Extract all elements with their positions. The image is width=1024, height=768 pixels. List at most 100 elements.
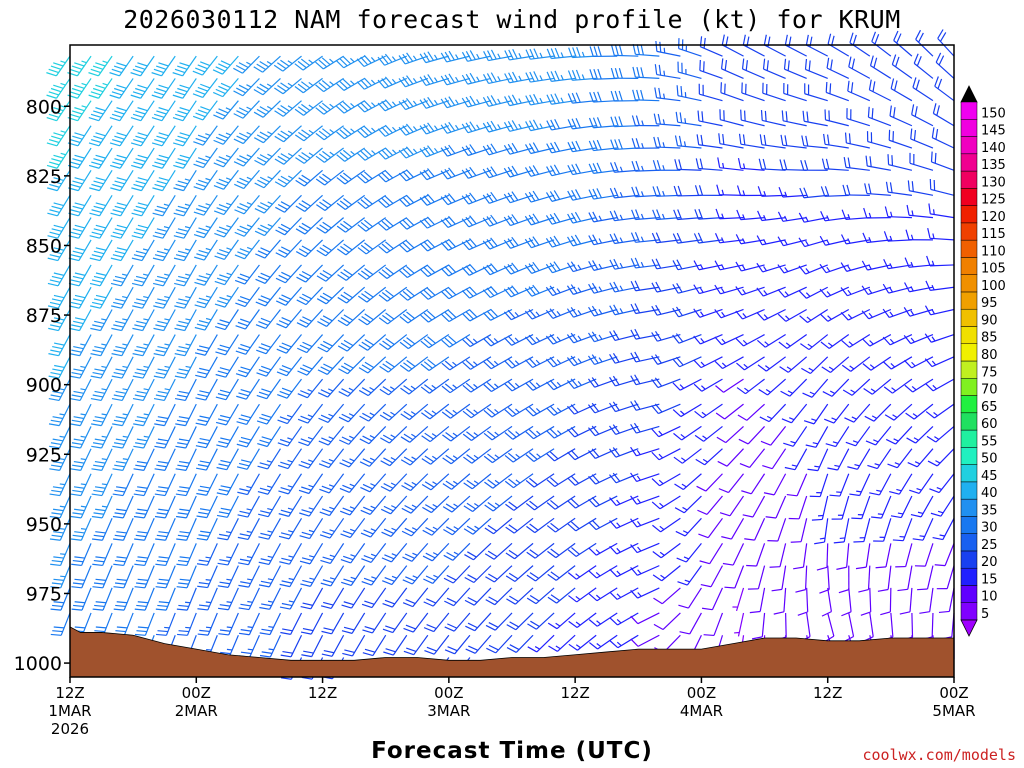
barb-feather — [193, 211, 205, 216]
wind-barb — [173, 147, 197, 169]
barb-feather — [256, 108, 267, 116]
wind-barb — [402, 565, 429, 585]
barb-staff — [679, 356, 702, 368]
wind-barb — [214, 239, 239, 260]
barb-feather — [526, 597, 537, 605]
barb-feather — [135, 135, 146, 140]
barb-feather — [421, 458, 431, 465]
barb-feather — [737, 157, 742, 169]
barb-feather — [381, 78, 389, 87]
wind-barb — [747, 565, 766, 590]
barb-feather — [74, 247, 86, 251]
barb-feather — [862, 363, 872, 371]
barb-feather — [92, 563, 103, 567]
barb-feather — [156, 559, 168, 563]
barb-feather — [819, 235, 826, 246]
barb-feather — [528, 214, 536, 224]
barb-feather — [609, 617, 618, 626]
wind-barb — [253, 55, 281, 73]
wind-barb — [630, 280, 660, 292]
barb-half-feather — [659, 551, 665, 556]
wind-barb — [610, 90, 639, 102]
barb-feather — [547, 573, 557, 581]
barb-feather — [529, 48, 535, 59]
barb-feather — [511, 94, 518, 105]
barb-feather — [357, 201, 367, 209]
barb-feather — [848, 133, 851, 144]
barb-feather — [612, 352, 620, 363]
barb-feather — [360, 102, 369, 111]
wind-barb — [503, 120, 534, 132]
barb-staff — [723, 378, 744, 393]
wind-barb — [609, 375, 639, 387]
wind-barb — [234, 217, 260, 237]
barb-feather — [50, 324, 61, 328]
barb-feather — [422, 529, 433, 536]
barb-feather — [597, 68, 602, 80]
barb-feather — [404, 527, 415, 534]
wind-barb — [867, 448, 892, 470]
wind-barb — [194, 334, 218, 356]
barb-half-feather — [787, 390, 793, 394]
wind-barb — [153, 309, 176, 332]
barb-feather — [405, 240, 415, 249]
barb-feather — [93, 158, 104, 163]
wind-barb — [214, 217, 239, 238]
barb-half-feather — [412, 126, 418, 131]
barb-feather — [135, 205, 146, 210]
barb-feather — [233, 138, 244, 145]
barb-half-feather — [619, 192, 623, 198]
barb-feather — [176, 394, 188, 398]
barb-feather — [566, 380, 575, 389]
wind-barb — [630, 446, 660, 457]
wind-barb — [756, 235, 786, 246]
wind-barb — [714, 260, 744, 271]
wind-barb — [547, 542, 576, 559]
barb-feather — [237, 276, 248, 282]
barb-feather — [490, 166, 498, 176]
wind-barb — [840, 308, 871, 321]
wind-barb — [720, 82, 744, 102]
barb-feather — [640, 67, 644, 78]
barb-feather — [91, 493, 103, 497]
barb-feather — [783, 159, 788, 170]
barb-feather — [216, 207, 227, 212]
barb-half-feather — [575, 644, 581, 649]
barb-feather — [48, 68, 59, 74]
wind-barb — [482, 237, 513, 250]
barb-feather — [385, 266, 394, 275]
barb-feather — [777, 313, 787, 322]
barb-half-feather — [473, 383, 478, 389]
wind-barb — [609, 517, 639, 529]
barb-feather — [343, 243, 353, 251]
barb-feather — [194, 281, 205, 286]
barb-half-feather — [637, 521, 642, 526]
barb-feather — [444, 649, 455, 655]
barb-feather — [339, 223, 350, 231]
wind-barb — [295, 194, 323, 212]
barb-feather — [258, 346, 269, 352]
wind-barb — [237, 473, 260, 496]
wind-barb — [279, 543, 303, 565]
barb-feather — [216, 159, 227, 165]
barb-feather — [636, 67, 640, 78]
barb-feather — [841, 209, 847, 220]
wind-barb — [315, 100, 344, 115]
barb-half-feather — [307, 388, 313, 393]
barb-feather — [318, 153, 328, 161]
barb-feather — [777, 211, 784, 222]
wind-barb — [300, 565, 324, 587]
wind-barb — [847, 448, 871, 470]
wind-barb — [776, 612, 787, 641]
barb-feather — [134, 65, 146, 70]
barb-staff — [677, 264, 702, 271]
barb-feather — [70, 493, 82, 497]
barb-half-feather — [662, 119, 666, 125]
barb-staff — [742, 308, 765, 320]
barb-feather — [777, 264, 785, 274]
wind-barb — [444, 612, 471, 632]
barb-feather — [448, 287, 457, 296]
wind-barb — [464, 565, 492, 584]
barb-half-feather — [557, 430, 562, 435]
barb-feather — [74, 601, 86, 604]
